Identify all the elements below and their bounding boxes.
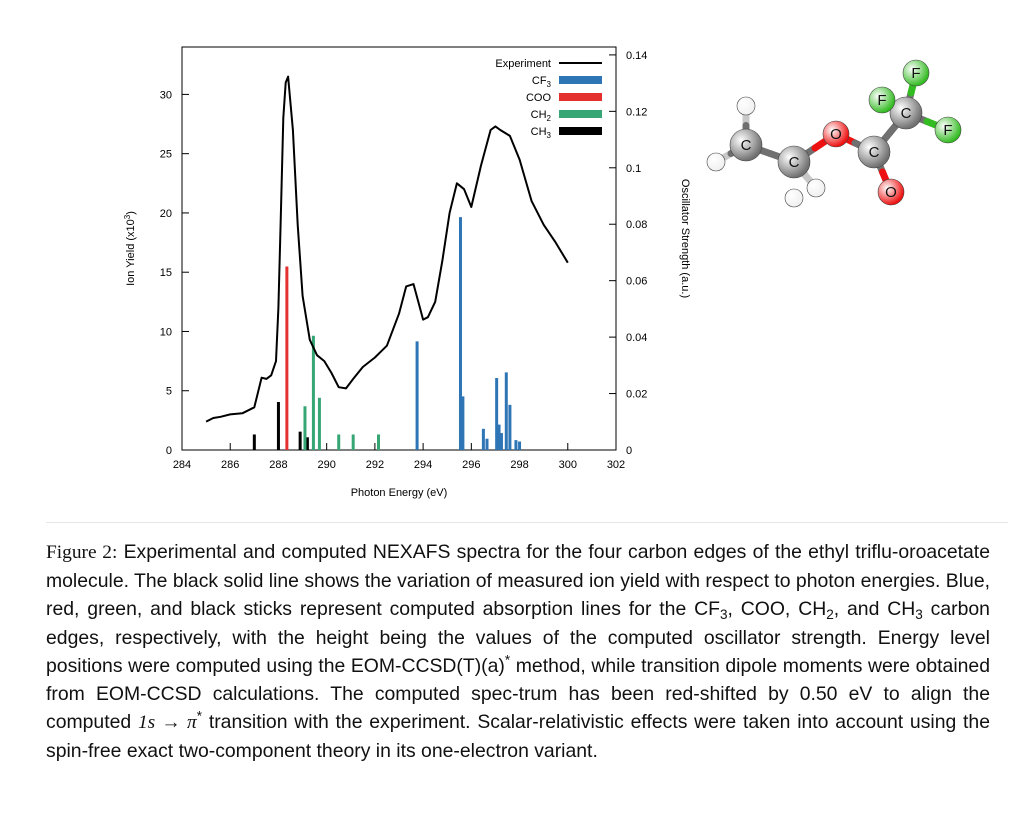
y-right-tick-label: 0.14 — [626, 50, 647, 62]
x-tick-label: 298 — [510, 459, 528, 471]
x-tick-label: 284 — [173, 459, 191, 471]
atom-H — [806, 178, 826, 198]
caption-text: carbon edges, respectively, with the hei… — [46, 598, 990, 677]
atom-sphere — [857, 135, 891, 169]
y-left-tick-label: 10 — [160, 326, 172, 338]
y-right-tick-label: 0.12 — [626, 106, 647, 118]
atom-sphere — [729, 128, 763, 162]
legend-label: Experiment — [495, 58, 551, 70]
caption-sub: 3 — [915, 607, 923, 623]
y-left-axis-title: Ion Yield (x103) — [123, 211, 137, 286]
y-right-tick-label: 0.06 — [626, 276, 647, 288]
legend-label: COO — [526, 92, 552, 104]
figure-panel: 284 286 288 290 292 294 296 298 300 302 Photon Ene… — [46, 10, 1008, 523]
caption-label: Figure 2: — [46, 542, 118, 563]
legend-entry-coo: COO — [526, 92, 602, 104]
atom-label: C — [901, 105, 912, 122]
atom-sphere — [902, 59, 930, 87]
atom-sphere — [706, 152, 726, 172]
atom-F: F — [868, 86, 896, 114]
caption-text: , COO, CH — [727, 598, 827, 621]
y-left-tick-label: 30 — [160, 89, 172, 101]
y-right-tick-label: 0.02 — [626, 389, 647, 401]
legend-swatch — [559, 127, 602, 135]
legend-label: CH2 — [531, 109, 552, 123]
atom-F: F — [902, 59, 930, 87]
y-right-tick-label: 0.08 — [626, 219, 647, 231]
y-left-tick-label: 15 — [160, 267, 172, 279]
x-tick-label: 286 — [221, 459, 239, 471]
atom-sphere — [822, 120, 850, 148]
legend-label: CF3 — [532, 75, 552, 89]
x-tick-label: 288 — [269, 459, 287, 471]
caption-math: 1s → π — [137, 712, 197, 734]
y-right-axis-title: Oscillator Strength (a.u.) — [679, 179, 691, 298]
caption-text: Experimental and computed NEXAFS spectra… — [46, 541, 990, 621]
x-tick-label: 300 — [559, 459, 577, 471]
x-tick-label: 292 — [366, 459, 384, 471]
atom-sphere — [784, 188, 804, 208]
y-left-tick-label: 25 — [160, 149, 172, 161]
atom-sphere — [736, 96, 756, 116]
atom-F: F — [934, 116, 962, 144]
atom-H — [784, 188, 804, 208]
atom-label: O — [885, 184, 897, 201]
atom-sphere — [806, 178, 826, 198]
atom-label: C — [789, 154, 800, 171]
atom-sphere — [777, 145, 811, 179]
atom-O: O — [877, 178, 905, 206]
atom-sphere — [868, 86, 896, 114]
atom-label: F — [911, 65, 920, 82]
y-right-tick-label: 0 — [626, 445, 632, 457]
x-tick-label: 302 — [607, 459, 625, 471]
atom-C: C — [857, 135, 891, 169]
caption-text: , and CH — [833, 598, 916, 621]
legend-swatch — [559, 76, 602, 84]
legend-label: CH3 — [531, 126, 552, 140]
x-axis-title: Photon Energy (eV) — [351, 487, 448, 499]
caption-text: transition with the experiment. Scalar-r… — [46, 711, 990, 763]
atom-label: F — [877, 92, 886, 109]
atom-C: C — [729, 128, 763, 162]
atom-sphere — [889, 96, 923, 130]
caption-sup: * — [504, 652, 511, 668]
atom-C: C — [777, 145, 811, 179]
caption-sub: 2 — [826, 607, 834, 623]
caption-text: method, while transition dipole moments … — [46, 654, 990, 734]
experiment-line — [205, 75, 569, 423]
legend-entry-ch3: CH3 — [531, 126, 602, 140]
atom-H — [706, 152, 726, 172]
atom-label: C — [869, 144, 880, 161]
atom-label: F — [943, 122, 952, 139]
legend-entry-ch2: CH2 — [531, 109, 602, 123]
figure-caption: Figure 2: Experimental and computed NEXA… — [46, 538, 990, 766]
legend-swatch — [559, 110, 602, 118]
atom-H — [736, 96, 756, 116]
y-right-tick-label: 0.04 — [626, 332, 647, 344]
y-left-tick-label: 0 — [166, 445, 172, 457]
x-tick-label: 296 — [462, 459, 480, 471]
legend-swatch — [559, 93, 602, 101]
y-left-tick-label: 20 — [160, 208, 172, 220]
legend-entry-experiment: Experiment — [495, 58, 602, 70]
x-tick-label: 290 — [317, 459, 335, 471]
atom-C: C — [889, 96, 923, 130]
atom-sphere — [934, 116, 962, 144]
atom-label: O — [830, 126, 842, 143]
atom-O: O — [822, 120, 850, 148]
y-right-tick-label: 0.1 — [626, 163, 641, 175]
x-tick-label: 294 — [414, 459, 432, 471]
y-left-tick-label: 5 — [166, 386, 172, 398]
caption-sup: * — [196, 708, 203, 724]
plot-frame — [181, 46, 617, 451]
atom-label: C — [741, 137, 752, 154]
legend-entry-cf3: CF3 — [532, 75, 602, 89]
atom-sphere — [877, 178, 905, 206]
caption-sub: 3 — [719, 607, 728, 623]
